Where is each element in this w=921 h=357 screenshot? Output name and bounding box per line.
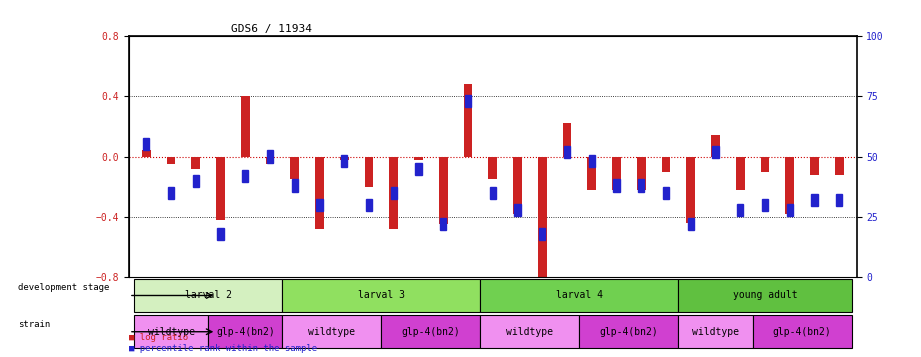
- Bar: [712, 146, 718, 158]
- Bar: [439, 156, 448, 225]
- Text: glp-4(bn2): glp-4(bn2): [600, 327, 659, 337]
- Bar: [762, 199, 768, 211]
- Bar: [465, 95, 471, 107]
- Bar: [341, 155, 347, 167]
- FancyBboxPatch shape: [579, 316, 679, 348]
- Bar: [811, 194, 818, 206]
- Bar: [711, 135, 720, 156]
- Bar: [241, 96, 250, 156]
- Bar: [415, 162, 422, 175]
- Bar: [366, 199, 372, 211]
- Bar: [217, 228, 224, 240]
- Text: GDS6 / 11934: GDS6 / 11934: [231, 24, 312, 34]
- Bar: [267, 151, 274, 162]
- FancyBboxPatch shape: [679, 279, 852, 312]
- FancyBboxPatch shape: [481, 279, 679, 312]
- FancyBboxPatch shape: [208, 316, 283, 348]
- Text: ■ percentile rank within the sample: ■ percentile rank within the sample: [129, 343, 317, 353]
- Bar: [315, 156, 324, 229]
- Bar: [365, 156, 373, 187]
- Text: wildtype: wildtype: [147, 327, 194, 337]
- Bar: [786, 156, 794, 214]
- FancyBboxPatch shape: [134, 279, 283, 312]
- Text: wildtype: wildtype: [309, 327, 356, 337]
- Text: strain: strain: [18, 320, 51, 330]
- Text: larval 2: larval 2: [184, 291, 232, 301]
- Bar: [761, 156, 769, 172]
- Bar: [539, 228, 545, 240]
- Bar: [564, 146, 570, 158]
- Bar: [490, 187, 495, 199]
- Bar: [168, 187, 174, 199]
- Bar: [192, 175, 199, 187]
- Text: young adult: young adult: [732, 291, 798, 301]
- Text: larval 4: larval 4: [556, 291, 603, 301]
- Bar: [787, 203, 793, 216]
- Bar: [290, 156, 299, 179]
- Bar: [340, 156, 348, 160]
- Bar: [588, 156, 596, 190]
- FancyBboxPatch shape: [679, 316, 752, 348]
- Bar: [391, 187, 397, 199]
- Bar: [736, 156, 744, 190]
- Text: larval 3: larval 3: [358, 291, 405, 301]
- Text: glp-4(bn2): glp-4(bn2): [216, 327, 274, 337]
- Bar: [292, 180, 297, 192]
- Bar: [686, 156, 695, 223]
- Bar: [192, 156, 200, 169]
- Bar: [513, 156, 522, 214]
- Text: glp-4(bn2): glp-4(bn2): [773, 327, 832, 337]
- Bar: [688, 218, 694, 230]
- FancyBboxPatch shape: [481, 316, 579, 348]
- Bar: [488, 156, 497, 179]
- Bar: [463, 84, 472, 156]
- Bar: [836, 194, 843, 206]
- Bar: [810, 156, 819, 175]
- Bar: [414, 156, 423, 160]
- Bar: [663, 187, 669, 199]
- Bar: [737, 203, 743, 216]
- Bar: [390, 156, 398, 229]
- Bar: [613, 180, 620, 192]
- FancyBboxPatch shape: [134, 316, 208, 348]
- FancyBboxPatch shape: [283, 316, 381, 348]
- FancyBboxPatch shape: [283, 279, 481, 312]
- Bar: [440, 218, 447, 230]
- Bar: [242, 170, 249, 182]
- Bar: [142, 151, 151, 156]
- Bar: [317, 199, 322, 211]
- Bar: [638, 180, 645, 192]
- FancyBboxPatch shape: [381, 316, 481, 348]
- Text: wildtype: wildtype: [507, 327, 554, 337]
- Bar: [167, 156, 175, 164]
- Bar: [216, 156, 225, 220]
- Bar: [515, 203, 520, 216]
- Bar: [563, 123, 571, 156]
- Text: wildtype: wildtype: [692, 327, 739, 337]
- Bar: [834, 156, 844, 175]
- Bar: [589, 155, 595, 167]
- Bar: [143, 139, 149, 151]
- Bar: [612, 156, 621, 190]
- Bar: [661, 156, 670, 172]
- Bar: [265, 156, 274, 164]
- Text: glp-4(bn2): glp-4(bn2): [402, 327, 460, 337]
- FancyBboxPatch shape: [752, 316, 852, 348]
- Text: development stage: development stage: [18, 283, 110, 292]
- Text: ■ log ratio: ■ log ratio: [129, 333, 188, 342]
- Bar: [637, 156, 646, 190]
- Bar: [538, 156, 546, 285]
